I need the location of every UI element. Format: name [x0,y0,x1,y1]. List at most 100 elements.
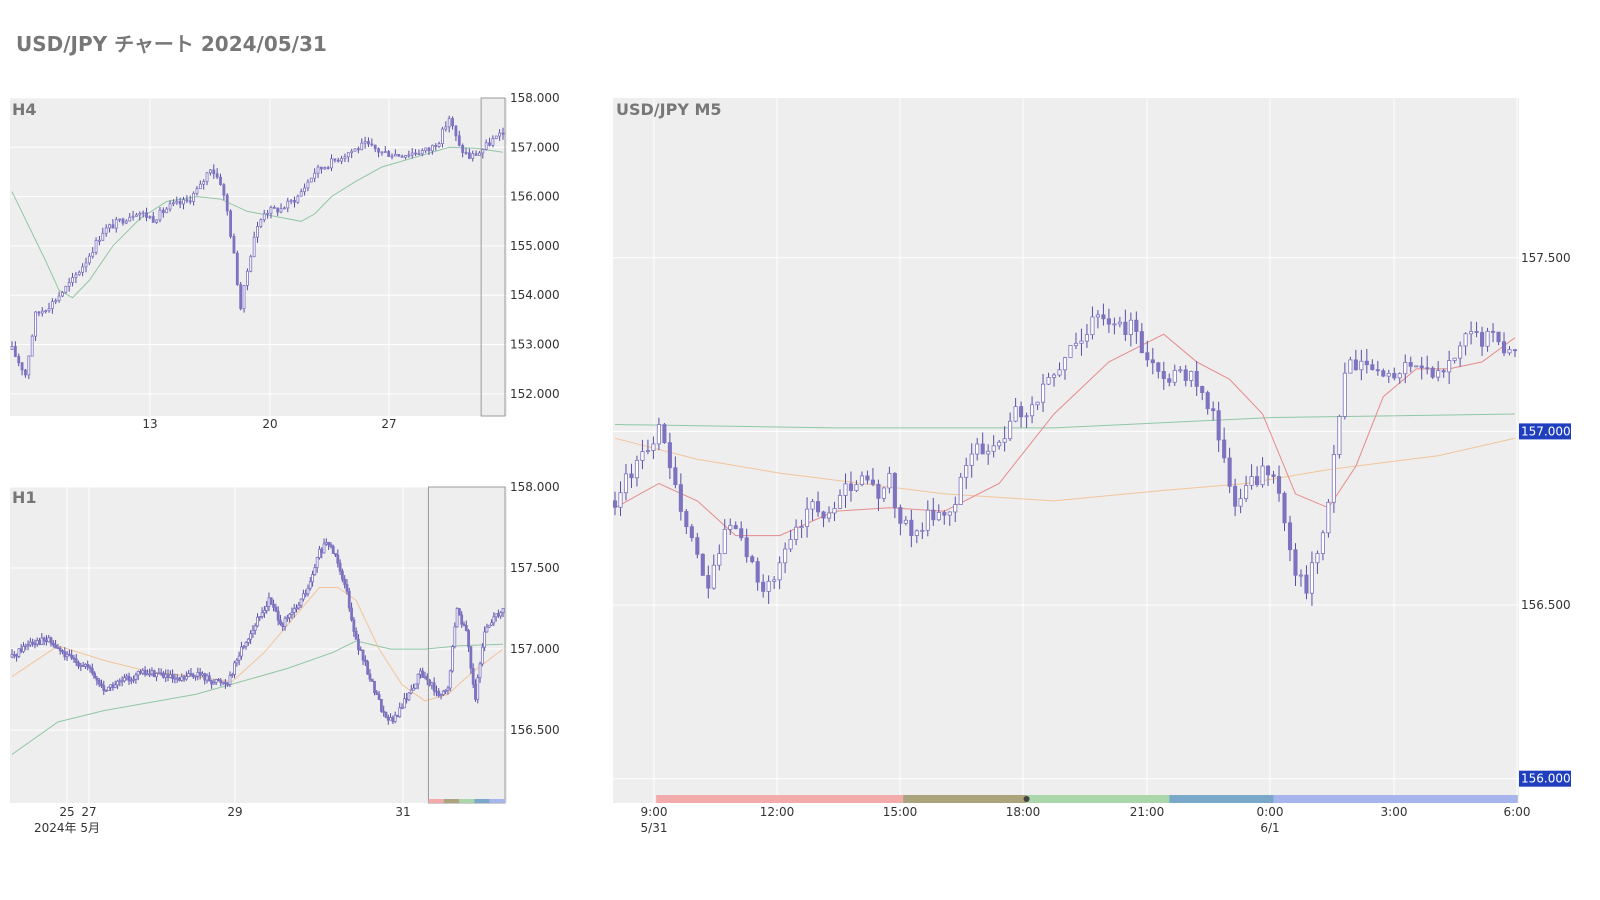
h4-candle [494,135,498,139]
h1-candle [265,606,269,611]
h1-candle [386,716,390,721]
h1-candle [155,673,158,678]
h1-y-tick-label: 157.500 [510,561,560,575]
h1-candle [77,662,80,667]
m5-candle [1172,369,1177,383]
m5-candle [1145,352,1150,361]
h1-y-tick-label: 158.000 [510,480,560,494]
h1-candle [116,680,119,686]
h1-candle [343,578,347,585]
h1-candle [398,707,402,718]
h1-candle [159,672,163,675]
m5-candle [1364,360,1369,366]
h4-candle [393,153,397,157]
h4-candle [478,152,481,156]
h1-candle [141,670,145,674]
m5-candle [914,530,919,536]
m5-chart[interactable]: 157.500 157.000 156.500 156.000 9:00 5/31 12:0… [612,98,1571,835]
m5-candle [920,529,925,532]
h1-candle [494,613,498,618]
h4-candle [135,214,138,217]
h4-candle [161,209,165,214]
m5-candle [750,556,755,563]
m5-candle [1041,383,1046,403]
h4-chart[interactable]: 158.000 157.000 156.000 155.000 154.000 153.0… [10,91,560,431]
h1-candle [430,682,434,686]
h1-candle [230,674,234,676]
h1-candle [189,673,193,676]
h1-candle [467,630,470,648]
h1-candle [205,675,209,681]
h4-candle [293,199,296,203]
h4-candle [474,153,478,156]
h4-candle [299,191,303,197]
h1-candle [499,612,503,617]
h4-candle [131,215,135,218]
h1-candle [448,670,452,689]
m5-x-tick-label: 12:00 [760,805,795,819]
m5-candle [1008,420,1013,440]
h1-candle [164,674,168,678]
m5-candle [958,476,963,505]
m5-candle [1315,553,1320,564]
h1-candle [276,610,280,621]
h1-candle [329,544,333,547]
h4-candle [313,172,317,179]
h1-candle [15,654,18,657]
m5-candle [706,575,711,589]
h1-candle [338,562,342,572]
m5-candle [1480,332,1485,347]
h1-candle [421,670,425,678]
h4-y-tick-label: 157.000 [510,140,560,154]
m5-candle [689,526,694,539]
h1-candle [10,654,14,658]
h1-candle [168,674,172,678]
h1-candle [132,678,136,681]
m5-candle [991,445,996,452]
m5-candle [1353,359,1358,371]
m5-candle [1101,314,1106,320]
h4-moving-average [11,146,504,299]
h4-candle [501,132,505,135]
m5-candle [1150,359,1155,364]
h4-candle [387,151,391,157]
m5-candle [810,501,815,510]
h4-candle [256,226,259,238]
h1-candle [175,677,179,680]
h1-chart[interactable]: 158.000 157.500 157.000 156.500 25 27 29 31 2024… [10,480,560,835]
h4-candle [81,266,85,273]
h1-moving-average [11,587,504,702]
m5-candle [1397,373,1402,379]
h4-candle [272,206,276,209]
h4-candle [447,118,451,128]
h1-candle [455,608,459,628]
h1-candle [469,646,473,669]
h1-candle [370,678,374,682]
h4-candle [390,155,394,158]
h1-candle [340,570,344,580]
m5-candle [1222,439,1227,459]
h4-candle [121,218,125,224]
h1-candle [359,649,363,651]
m5-candle [1408,362,1413,367]
h4-candle [269,206,273,214]
m5-candle [1381,370,1386,377]
m5-candle [645,450,650,452]
m5-candle [1436,370,1441,378]
h1-x-tick-label: 31 [395,805,410,819]
m5-candle [986,450,991,455]
h1-candle [125,675,129,679]
m5-candle [1276,476,1282,494]
h4-candle [151,216,155,223]
h1-candle [288,613,292,619]
h1-candle [327,541,331,546]
h1-candle [487,624,491,628]
m5-session-bar [1273,795,1518,803]
h4-candle [155,219,159,223]
m5-moving-average [614,413,1516,429]
m5-candle [1403,362,1408,375]
h1-candle [166,674,170,678]
m5-candle [1200,386,1205,393]
h4-candle [178,200,182,205]
m5-price-tag [1519,423,1571,440]
